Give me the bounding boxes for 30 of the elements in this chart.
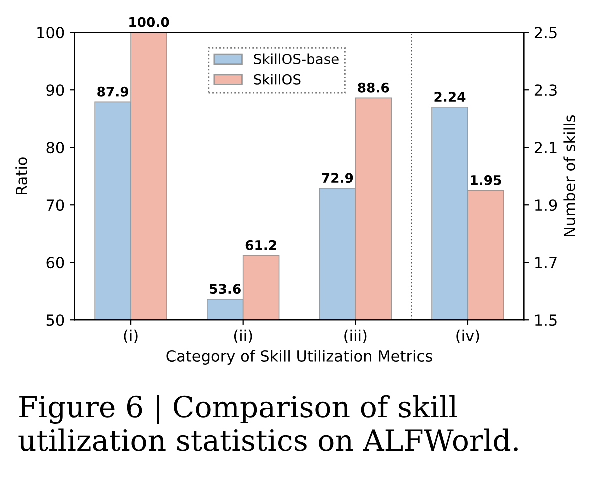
data-label: 88.6 — [358, 82, 390, 93]
data-label: 72.9 — [322, 173, 354, 184]
y2-tick-label: 2.5 — [534, 27, 557, 39]
data-label: 1.95 — [471, 175, 502, 186]
y-tick-label: 90 — [46, 84, 64, 96]
y2-tick-label: 2.1 — [534, 142, 557, 154]
data-label: 87.9 — [98, 86, 128, 97]
data-label: 100.0 — [130, 17, 170, 28]
legend-label: SkillOS — [254, 74, 301, 85]
data-label: 53.6 — [210, 284, 241, 294]
y2-tick-label: 2.3 — [534, 84, 557, 96]
x-tick-label: (iii) — [344, 330, 367, 344]
y-tick-label: 80 — [46, 142, 64, 154]
y2-axis-title: Number of skills — [564, 115, 576, 237]
y2-tick-label: 1.5 — [536, 314, 557, 326]
x-tick-label: (i) — [124, 330, 138, 344]
y2-tick-label: 1.9 — [536, 200, 558, 212]
data-label: 61.2 — [246, 240, 276, 250]
x-tick-label: (ii) — [234, 330, 252, 344]
caption: Figure 6 | Comparison of skill utilization statistics on ALFWorld. — [18, 395, 518, 452]
y-axis-title: Ratio — [16, 158, 28, 194]
x-tick-label: (iv) — [456, 330, 480, 344]
data-label: 2.24 — [434, 92, 466, 102]
y2-tick-label: 1.7 — [536, 257, 557, 268]
legend-label: SkillOS-base — [254, 54, 339, 64]
y-tick-label: 100 — [38, 27, 64, 39]
y-tick-label: 60 — [46, 257, 64, 269]
y-tick-label: 50 — [46, 314, 64, 326]
y-tick-label: 70 — [46, 200, 64, 212]
x-axis-title: Category of Skill Utilization Metrics — [166, 350, 432, 365]
